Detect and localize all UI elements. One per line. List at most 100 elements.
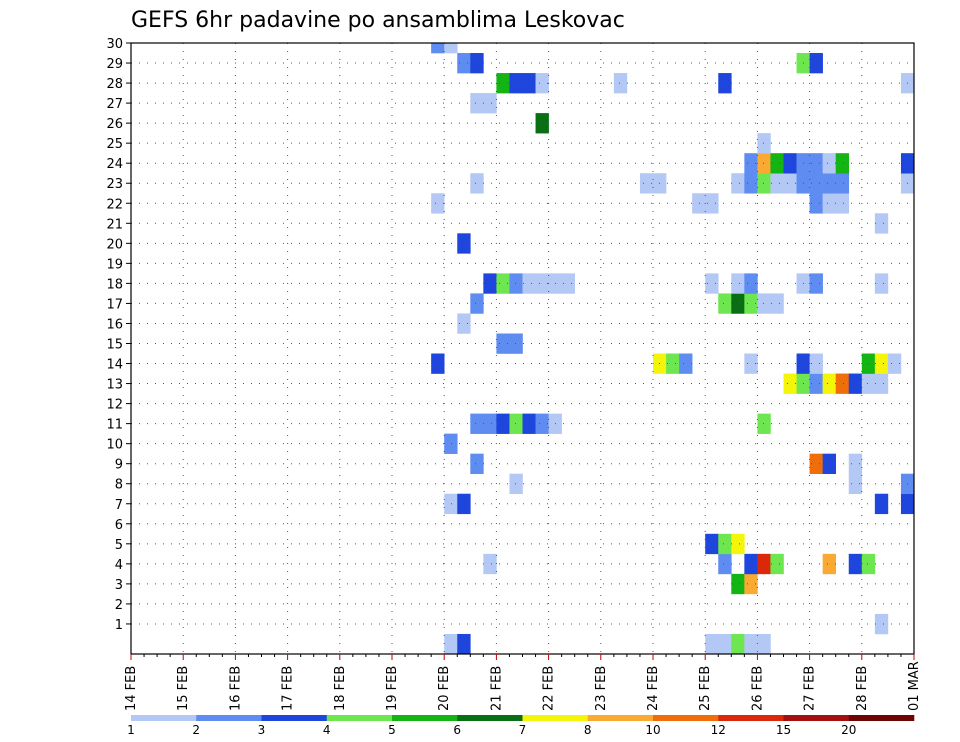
precip-cell [835, 373, 850, 394]
chart-title: GEFS 6hr padavine po ansamblima Leskovac [131, 8, 625, 33]
precip-cell [470, 453, 484, 474]
precip-cell [757, 133, 771, 154]
precip-cell [809, 373, 823, 394]
y-tick-label: 21 [106, 217, 123, 232]
precip-cell [783, 153, 797, 174]
precip-cell [783, 173, 797, 194]
colorbar-label: 7 [519, 723, 527, 737]
precip-cell [757, 153, 771, 174]
precip-cell [496, 273, 510, 294]
precip-cell [718, 533, 732, 555]
precip-cell [444, 633, 458, 655]
colorbar-segment [522, 715, 589, 721]
x-tick-label: 25 FEB [698, 666, 713, 711]
precip-cell [835, 193, 850, 214]
precip-cell [783, 373, 797, 394]
x-tick-label: 27 FEB [803, 666, 818, 711]
precip-cell [431, 193, 445, 214]
precip-cell [509, 473, 523, 495]
y-tick-label: 23 [106, 177, 123, 192]
precip-cell [522, 73, 536, 94]
precip-cell [848, 373, 863, 394]
colorbar-label: 20 [841, 723, 856, 737]
precip-cell [457, 493, 471, 515]
precip-cell [483, 553, 497, 575]
precip-cell [744, 173, 758, 194]
colorbar-label: 1 [127, 723, 135, 737]
colorbar-segment [848, 715, 915, 721]
precip-cell [431, 353, 445, 374]
x-tick-label: 15 FEB [176, 666, 191, 711]
precip-cell [470, 413, 484, 434]
x-tick-label: 23 FEB [594, 666, 609, 711]
y-tick-label: 16 [106, 317, 123, 332]
precip-cell [561, 273, 575, 294]
precip-cell [457, 53, 471, 74]
precip-cell [692, 193, 706, 214]
precip-cell [509, 273, 523, 294]
precip-cell [496, 73, 510, 94]
precip-cell [457, 233, 471, 254]
precip-cell [666, 353, 680, 374]
precip-cell [483, 273, 497, 294]
precip-cell [718, 293, 732, 314]
precip-cell [757, 553, 771, 575]
precip-cell [718, 73, 732, 94]
precip-cell [613, 73, 628, 94]
precip-cell [444, 493, 458, 515]
y-tick-label: 1 [115, 618, 123, 633]
precip-cell [874, 493, 889, 515]
precip-cell [705, 193, 719, 214]
colorbar-segment [196, 715, 262, 721]
colorbar-segment [261, 715, 328, 721]
y-tick-label: 12 [106, 398, 123, 413]
precip-cell [770, 173, 784, 194]
precip-cell [770, 553, 784, 575]
precip-cell [470, 53, 484, 74]
colorbar-legend: 1 2 3 4 5 6 7 8 10 12 15 20 [127, 715, 915, 737]
precip-cell [744, 553, 758, 575]
y-tick-label: 28 [106, 77, 123, 92]
precip-cell [470, 293, 484, 314]
precip-cell [744, 353, 758, 374]
colorbar-segment [783, 715, 850, 721]
precip-cell [483, 413, 497, 434]
colorbar-label: 6 [453, 723, 461, 737]
precip-cell [822, 453, 836, 474]
precip-cell [809, 173, 823, 194]
precip-cell [757, 173, 771, 194]
precip-cell [639, 173, 654, 194]
y-tick-label: 17 [106, 297, 123, 312]
precip-cell [822, 553, 836, 575]
precip-cell [535, 73, 549, 94]
precip-cell [444, 43, 458, 54]
precip-cell [731, 533, 745, 555]
x-tick-label: 21 FEB [489, 666, 504, 711]
y-tick-label: 8 [115, 478, 123, 493]
cell-layer [431, 43, 915, 655]
precip-cell [809, 273, 823, 294]
precip-cell [483, 93, 497, 114]
y-tick-label: 10 [106, 438, 123, 453]
precip-cell [444, 433, 458, 454]
x-tick-label: 28 FEB [855, 666, 870, 711]
precip-cell [522, 413, 536, 434]
colorbar-segment [653, 715, 719, 721]
precip-cell [509, 73, 523, 94]
x-tick-label: 20 FEB [437, 666, 452, 711]
precip-cell [535, 113, 549, 134]
precip-cell [457, 313, 471, 334]
colorbar-label: 12 [711, 723, 726, 737]
precip-cell [496, 413, 510, 434]
colorbar-segment [587, 715, 654, 721]
precip-cell [848, 553, 863, 575]
precip-cell [757, 633, 771, 655]
y-tick-label: 20 [106, 237, 123, 252]
y-tick-label: 4 [115, 558, 123, 573]
precip-cell [509, 413, 523, 434]
y-tick-label: 29 [106, 57, 123, 72]
x-tick-label: 18 FEB [333, 666, 348, 711]
precip-cell [874, 353, 889, 374]
precip-cell [744, 573, 758, 595]
precip-cell [835, 173, 850, 194]
